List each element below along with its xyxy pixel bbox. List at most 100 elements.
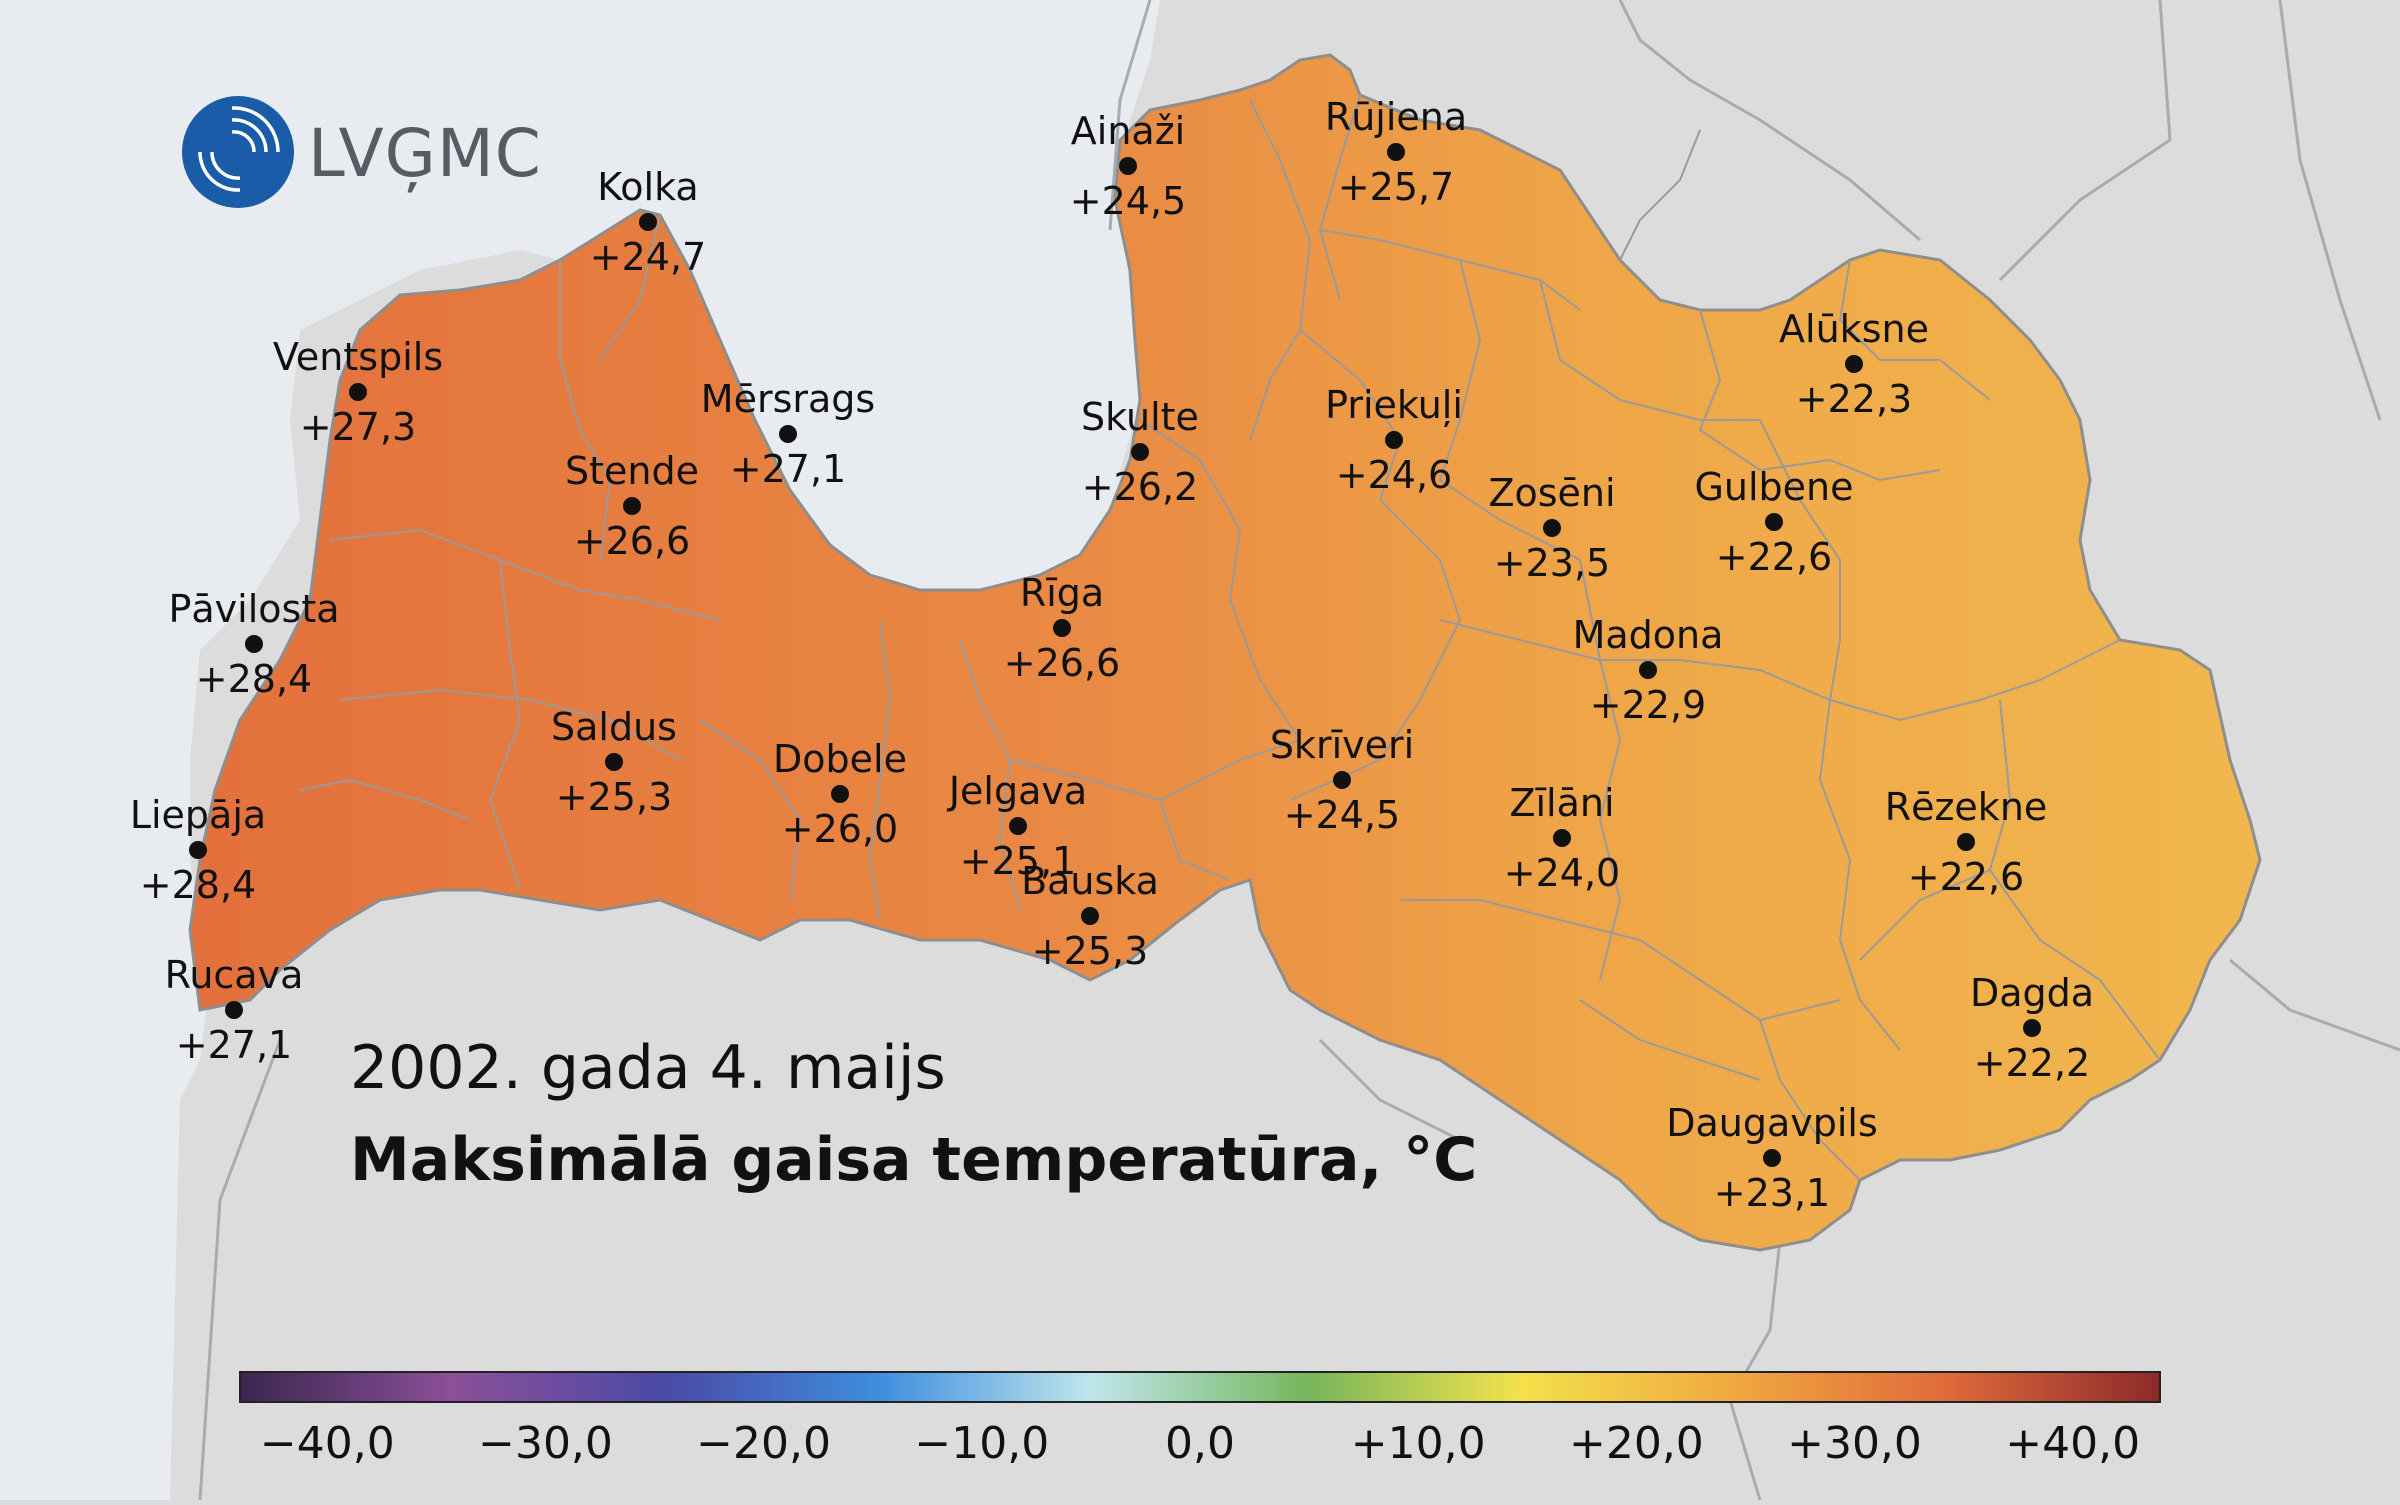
station-marker [605, 753, 623, 771]
station-8: Rucava +27,1 [165, 953, 304, 1067]
station-marker [1387, 143, 1405, 161]
station-temperature: +22,6 [1716, 535, 1832, 579]
station-temperature: +24,6 [1336, 453, 1452, 497]
station-marker [1009, 817, 1027, 835]
scale-tick-label: +40,0 [2005, 1418, 2140, 1469]
station-name: Rucava [165, 953, 304, 997]
station-name: Madona [1573, 613, 1724, 657]
station-temperature: +24,7 [590, 235, 706, 279]
station-name: Alūksne [1779, 307, 1929, 351]
station-marker [1543, 519, 1561, 537]
station-4: Pāvilosta +28,4 [168, 587, 339, 701]
station-temperature: +23,1 [1714, 1171, 1830, 1215]
station-temperature: +24,0 [1504, 851, 1620, 895]
station-marker [245, 635, 263, 653]
station-name: Priekuļi [1325, 383, 1463, 427]
station-21: Zīlāni +24,0 [1504, 781, 1620, 895]
station-1: Ventspils +27,3 [273, 335, 443, 449]
station-12: Ainaži +24,5 [1070, 109, 1186, 223]
station-name: Bauska [1021, 859, 1159, 903]
station-9: Jelgava +25,1 [947, 769, 1087, 883]
station-13: Skulte +26,2 [1081, 395, 1199, 509]
station-temperature: +26,6 [574, 519, 690, 563]
station-marker [1333, 771, 1351, 789]
station-name: Kolka [597, 165, 698, 209]
station-name: Dagda [1970, 971, 2094, 1015]
station-marker [1639, 661, 1657, 679]
station-name: Dobele [773, 737, 907, 781]
station-temperature: +26,0 [782, 807, 898, 851]
station-name: Saldus [551, 705, 677, 749]
station-marker [1385, 431, 1403, 449]
station-22: Rēzekne +22,6 [1885, 785, 2048, 899]
station-marker [831, 785, 849, 803]
station-7: Liepāja +28,4 [130, 793, 266, 907]
station-temperature: +25,7 [1338, 165, 1454, 209]
station-marker [1053, 619, 1071, 637]
station-2: Mērsrags +27,1 [701, 377, 875, 491]
station-10: Bauska +25,3 [1021, 859, 1159, 973]
station-temperature: +28,4 [140, 863, 256, 907]
station-marker [225, 1001, 243, 1019]
station-18: Alūksne +22,3 [1779, 307, 1929, 421]
station-marker [189, 841, 207, 859]
station-name: Rūjiena [1325, 95, 1467, 139]
station-name: Mērsrags [701, 377, 875, 421]
station-20: Madona +22,9 [1573, 613, 1724, 727]
station-marker [1081, 907, 1099, 925]
colour-scale-bar [239, 1371, 2161, 1403]
station-name: Stende [565, 449, 699, 493]
scale-tick-label: +20,0 [1569, 1418, 1704, 1469]
station-marker [1845, 355, 1863, 373]
station-name: Gulbene [1694, 465, 1853, 509]
station-name: Ainaži [1071, 109, 1185, 153]
scale-tick-label: +10,0 [1351, 1418, 1486, 1469]
station-temperature: +27,1 [176, 1023, 292, 1067]
station-14: Rūjiena +25,7 [1325, 95, 1467, 209]
station-temperature: +27,1 [730, 447, 846, 491]
scale-tick-label: −40,0 [260, 1418, 395, 1469]
station-0: Kolka +24,7 [590, 165, 706, 279]
station-name: Jelgava [947, 769, 1087, 813]
station-marker [623, 497, 641, 515]
station-temperature: +26,6 [1004, 641, 1120, 685]
station-name: Rīga [1020, 571, 1104, 615]
scale-tick-label: +30,0 [1787, 1418, 1922, 1469]
scale-tick-label: −10,0 [914, 1418, 1049, 1469]
station-name: Rēzekne [1885, 785, 2048, 829]
colour-scale-ticks: −40,0 −30,0 −20,0 −10,0 0,0 +10,0 +20,0 +30,0 +4… [260, 1418, 2140, 1469]
station-temperature: +25,1 [960, 839, 1076, 883]
station-marker [779, 425, 797, 443]
station-temperature: +23,5 [1494, 541, 1610, 585]
station-marker [639, 213, 657, 231]
latvia-territory [188, 53, 2262, 1252]
station-15: Priekuļi +24,6 [1325, 383, 1463, 497]
station-marker [1553, 829, 1571, 847]
station-marker [1763, 1149, 1781, 1167]
station-19: Gulbene +22,6 [1694, 465, 1853, 579]
station-23: Dagda +22,2 [1970, 971, 2094, 1085]
station-name: Skulte [1081, 395, 1199, 439]
station-temperature: +26,2 [1082, 465, 1198, 509]
station-temperature: +27,3 [300, 405, 416, 449]
colour-scale-legend: −40,0 −30,0 −20,0 −10,0 0,0 +10,0 +20,0 +30,0 +4… [239, 1371, 2161, 1469]
station-temperature: +22,6 [1908, 855, 2024, 899]
scale-tick-label: −30,0 [478, 1418, 613, 1469]
station-16: Skrīveri +24,5 [1270, 723, 1414, 837]
station-marker [2023, 1019, 2041, 1037]
station-marker [1131, 443, 1149, 461]
scale-tick-label: 0,0 [1165, 1418, 1235, 1469]
station-6: Dobele +26,0 [773, 737, 907, 851]
station-name: Daugavpils [1666, 1101, 1878, 1145]
map-title: Maksimālā gaisa temperatūra, °C [350, 1125, 1477, 1195]
station-11: Rīga +26,6 [1004, 571, 1120, 685]
station-layer: Kolka +24,7 Ventspils +27,3 Mērsrags +27,1 Ste… [130, 95, 2094, 1215]
station-temperature: +28,4 [196, 657, 312, 701]
station-temperature: +22,3 [1796, 377, 1912, 421]
station-temperature: +22,2 [1974, 1041, 2090, 1085]
station-marker [1119, 157, 1137, 175]
station-24: Daugavpils +23,1 [1666, 1101, 1878, 1215]
station-17: Zosēni +23,5 [1488, 471, 1615, 585]
station-3: Stende +26,6 [565, 449, 699, 563]
